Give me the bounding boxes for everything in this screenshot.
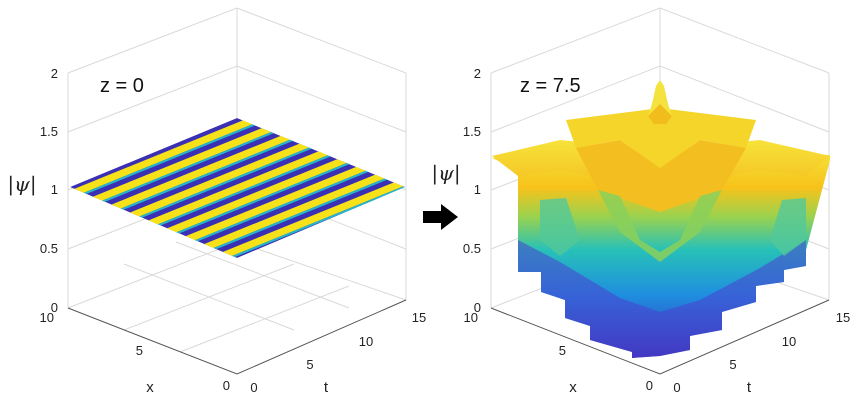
left-ttick: 10 [359, 334, 373, 349]
surface-stripe [71, 118, 405, 225]
surface-stripe [70, 118, 405, 217]
surface-stripe [70, 118, 391, 209]
right-ztick: 1 [474, 182, 481, 197]
left-ztick: 0 [51, 300, 58, 315]
left-xtick: 5 [136, 343, 143, 358]
right-ttick: 5 [729, 357, 736, 372]
left-ztick: 1 [51, 182, 58, 197]
left-ttick: 5 [306, 357, 313, 372]
right-arrow-icon [423, 204, 458, 230]
chart-left: 0 0.5 1 1.5 2 |ψ| 10 5 0 x 0 5 10 15 t z… [7, 7, 426, 396]
surface-stripe [145, 118, 405, 257]
right-ttick: 0 [673, 380, 680, 395]
right-ttick: 10 [782, 334, 796, 349]
left-xtick: 0 [223, 378, 230, 393]
surface-stripe-edge [173, 123, 405, 258]
right-zlabel: |ψ| [431, 161, 460, 186]
right-surface [492, 80, 830, 358]
left-ttick: 15 [412, 310, 426, 325]
right-xtick: 5 [559, 343, 566, 358]
surface-stripe-edge [70, 118, 394, 211]
left-xtick: 10 [40, 310, 54, 325]
left-ttick: 0 [250, 380, 257, 395]
surface-stripe-edge [192, 131, 405, 258]
surface-stripe [183, 127, 405, 258]
left-xlabel: x [146, 379, 154, 396]
left-tlabel: t [324, 379, 329, 396]
right-ztick: 2 [474, 66, 481, 81]
chart-right: 0 0.5 1 1.5 2 |ψ| 10 5 0 x 0 5 10 15 t z… [431, 7, 850, 396]
surface-stripe-edge [155, 118, 405, 258]
right-ztick: 1.5 [463, 124, 481, 139]
right-xlabel: x [569, 379, 577, 396]
right-xtick: 10 [464, 310, 478, 325]
right-tlabel: t [747, 379, 752, 396]
right-xtick: 0 [646, 378, 653, 393]
left-zlabel: |ψ| [7, 172, 36, 197]
left-ztick: 1.5 [40, 124, 58, 139]
surface-stripe-edge [70, 118, 405, 218]
right-ztick: 0 [474, 300, 481, 315]
surface-stripe [164, 119, 405, 258]
left-ztick: 0.5 [40, 241, 58, 256]
left-ztick: 2 [51, 66, 58, 81]
right-annotation: z = 7.5 [520, 75, 581, 97]
left-annotation: z = 0 [100, 75, 144, 97]
right-ztick: 0.5 [463, 241, 481, 256]
right-ttick: 15 [836, 310, 850, 325]
